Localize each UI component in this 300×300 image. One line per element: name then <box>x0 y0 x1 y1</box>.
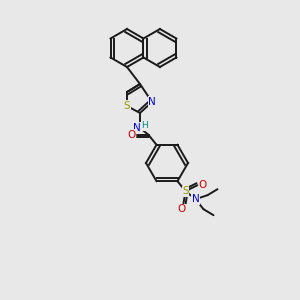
Text: S: S <box>182 186 189 196</box>
Text: N: N <box>148 97 156 107</box>
Text: N: N <box>133 123 141 133</box>
Text: S: S <box>124 101 130 111</box>
Text: O: O <box>177 204 186 214</box>
Text: H: H <box>142 122 148 130</box>
Text: O: O <box>198 180 207 190</box>
Text: O: O <box>128 130 136 140</box>
Text: N: N <box>192 194 200 204</box>
